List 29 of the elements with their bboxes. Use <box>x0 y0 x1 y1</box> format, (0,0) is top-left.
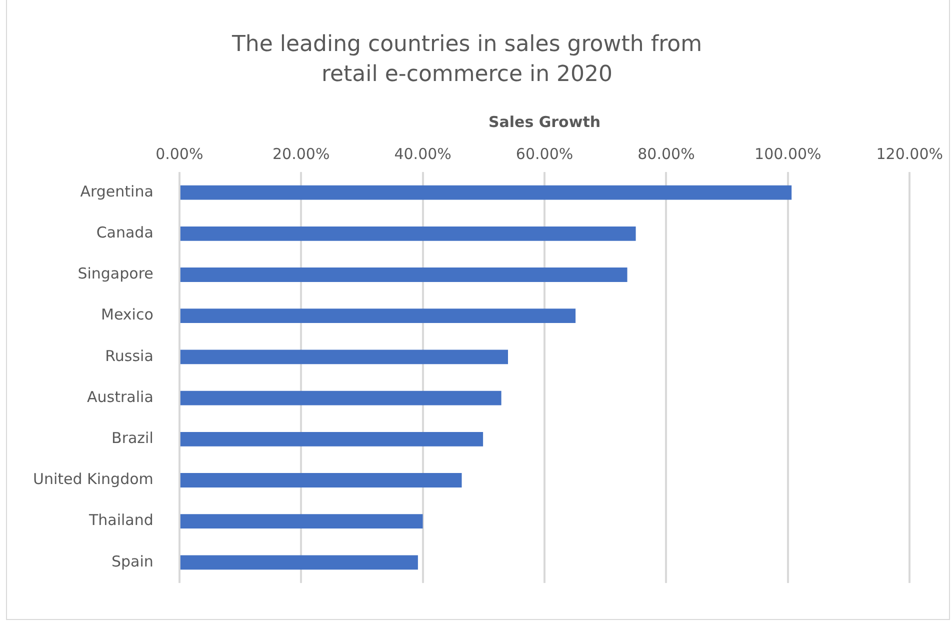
bar <box>180 473 462 488</box>
bar <box>180 308 576 324</box>
bar <box>180 514 423 529</box>
x-tick-label: 80.00% <box>638 144 695 163</box>
y-tick-label: United Kingdom <box>32 470 154 488</box>
bar <box>180 432 484 446</box>
bar <box>180 185 792 200</box>
y-tick-label: Spain <box>111 552 154 570</box>
y-tick-label: Singapore <box>78 264 154 283</box>
x-tick-label: 60.00% <box>516 144 574 163</box>
bar <box>180 226 636 241</box>
x-tick-label: 20.00% <box>272 144 330 163</box>
bar <box>180 555 418 570</box>
x-tick-label: 100.00% <box>754 144 822 163</box>
y-tick-label: Russia <box>105 346 154 365</box>
bar <box>180 390 502 406</box>
bar <box>180 350 508 364</box>
y-tick-label: Australia <box>87 388 154 406</box>
y-tick-label: Thailand <box>88 511 154 530</box>
x-tick-label: 120.00% <box>876 144 944 163</box>
chart-title: The leading countries in sales growth from retail e-commerce in 2020 <box>230 31 704 89</box>
y-tick-label: Argentina <box>80 182 154 200</box>
x-tick-label: 40.00% <box>394 144 452 163</box>
y-tick-label: Canada <box>96 224 154 242</box>
y-tick-label: Mexico <box>101 306 154 324</box>
x-axis-title: Sales Growth <box>488 112 601 131</box>
bar <box>180 268 628 282</box>
x-tick-label: 0.00% <box>156 144 204 163</box>
y-tick-label: Brazil <box>112 429 154 448</box>
